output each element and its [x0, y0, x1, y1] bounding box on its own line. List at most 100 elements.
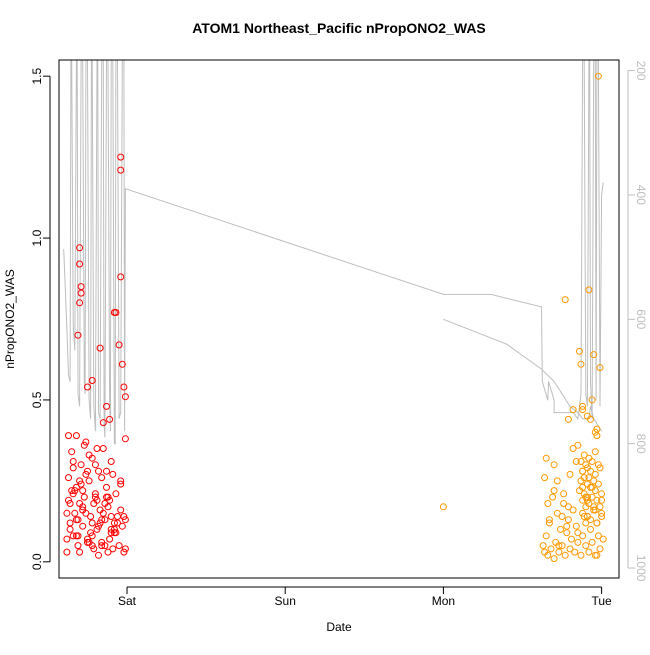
- data-point: [580, 451, 588, 459]
- x-axis-label: Date: [326, 620, 352, 634]
- data-point: [585, 500, 593, 507]
- data-point: [566, 470, 574, 478]
- data-point: [544, 551, 552, 559]
- data-point: [542, 532, 550, 540]
- data-point: [68, 448, 76, 456]
- data-point: [65, 496, 72, 504]
- right-tick-label: 1000: [634, 555, 648, 582]
- data-point: [545, 516, 553, 524]
- data-point: [587, 415, 594, 423]
- data-point: [88, 519, 96, 527]
- data-point: [117, 480, 125, 488]
- data-point: [66, 525, 74, 533]
- data-point: [87, 513, 95, 520]
- data-point: [63, 509, 71, 517]
- data-point: [550, 555, 558, 563]
- data-point: [99, 509, 107, 517]
- data-point: [569, 445, 577, 452]
- data-point: [555, 548, 563, 556]
- data-point: [107, 513, 115, 520]
- data-point: [591, 487, 599, 495]
- data-point: [590, 477, 598, 485]
- data-point: [599, 535, 607, 543]
- plot-frame: [58, 59, 620, 579]
- data-point: [101, 542, 109, 550]
- data-point: [585, 548, 593, 556]
- data-point: [115, 341, 123, 349]
- data-point: [560, 490, 568, 498]
- data-point: [561, 551, 569, 559]
- data-point: [63, 535, 71, 543]
- data-point: [95, 467, 102, 475]
- data-point: [117, 506, 125, 514]
- x-tick-label: Tue: [591, 594, 612, 608]
- data-point: [77, 283, 85, 291]
- y-tick-label: 0.0: [30, 553, 44, 570]
- data-point: [121, 435, 129, 443]
- data-point: [593, 551, 601, 559]
- data-point: [588, 493, 596, 501]
- data-point: [88, 377, 96, 384]
- data-point: [593, 496, 601, 504]
- data-point: [593, 519, 601, 527]
- data-point: [579, 406, 587, 414]
- data-point: [65, 432, 72, 440]
- data-point: [590, 351, 598, 359]
- data-point: [120, 548, 128, 556]
- data-point: [69, 490, 77, 498]
- data-point: [580, 474, 588, 482]
- data-point: [72, 483, 80, 491]
- data-point: [69, 458, 77, 465]
- data-point: [594, 480, 602, 488]
- data-point: [596, 364, 604, 372]
- y-axis-label: nPropONO2_WAS: [3, 269, 17, 369]
- data-point: [63, 548, 71, 556]
- data-point: [114, 513, 121, 520]
- data-point: [579, 483, 587, 491]
- data-point: [574, 441, 582, 449]
- data-point: [545, 519, 553, 527]
- data-point: [77, 480, 85, 488]
- data-point: [103, 483, 110, 491]
- data-point: [569, 406, 577, 414]
- data-point: [118, 522, 126, 530]
- data-point: [594, 532, 602, 540]
- data-point: [104, 493, 112, 501]
- data-point: [93, 525, 101, 533]
- data-point: [566, 545, 574, 553]
- x-tick-label: Sun: [275, 594, 296, 608]
- data-point: [564, 415, 572, 423]
- data-point: [583, 493, 591, 501]
- chart-title: ATOM1 Northeast_Pacific nPropONO2_WAS: [192, 20, 486, 36]
- right-tick-label: 200: [634, 61, 648, 81]
- data-point: [564, 503, 572, 511]
- data-point: [84, 535, 91, 543]
- data-point: [80, 493, 88, 501]
- data-point: [579, 467, 587, 475]
- data-point: [68, 487, 76, 495]
- data-point: [103, 402, 110, 410]
- data-point: [550, 487, 558, 495]
- data-point: [98, 474, 106, 482]
- data-point: [74, 516, 82, 524]
- data-point: [88, 542, 96, 550]
- data-point: [582, 542, 590, 550]
- data-point: [93, 445, 101, 452]
- data-point: [591, 428, 599, 436]
- data-point: [101, 516, 109, 524]
- y-tick-label: 1.0: [30, 229, 44, 246]
- data-point: [596, 503, 604, 511]
- data-point: [577, 360, 585, 368]
- data-point: [598, 490, 606, 498]
- data-point: [582, 519, 590, 527]
- data-point: [82, 470, 90, 478]
- data-point: [579, 496, 587, 504]
- data-point: [110, 525, 118, 533]
- data-point: [109, 470, 117, 478]
- data-point: [77, 461, 85, 469]
- data-point: [591, 470, 599, 478]
- data-point: [591, 448, 599, 456]
- data-point: [550, 461, 558, 469]
- data-point: [114, 519, 121, 527]
